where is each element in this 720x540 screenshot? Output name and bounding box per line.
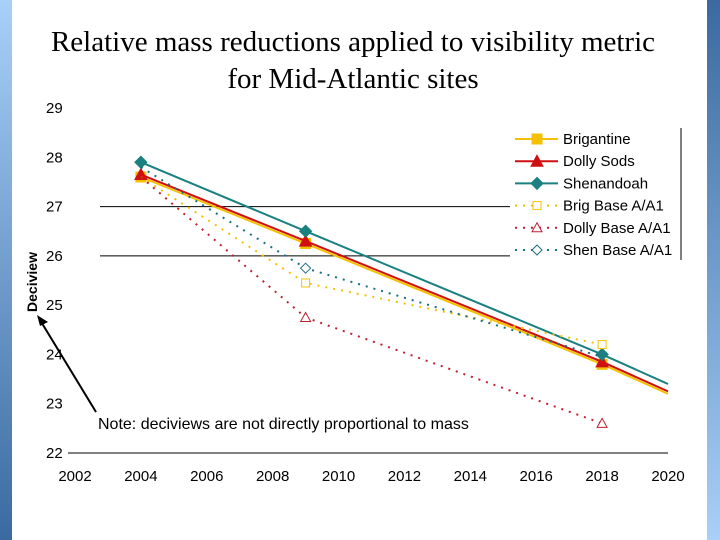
triangle-marker [531,221,543,233]
x-tick-label: 2012 [388,468,421,485]
square-marker [301,278,311,288]
series-line [140,176,603,425]
series-line [140,166,603,358]
y-tick-label: 27 [46,199,63,216]
square-marker [531,133,543,145]
diamond-marker [298,224,313,238]
square-marker [532,201,542,211]
y-tick-label: 25 [46,297,63,314]
triangle-marker [596,417,608,428]
legend: Brigantine Dolly Sods Shenandoah Brig Base … [515,128,682,260]
y-tick-label: 23 [46,396,63,413]
legend-label: Brig Base A/A1 [563,198,664,215]
y-tick-label: 28 [46,149,63,166]
diamond-marker [299,262,312,274]
annotation-arrow [39,319,97,413]
series-line [140,176,603,346]
annotation-note: Note: deciviews are not directly proport… [98,416,469,433]
triangle-marker [298,234,313,247]
diamond-marker [530,176,544,191]
triangle-marker [530,154,544,167]
legend-label: Shen Base A/A1 [563,242,672,259]
series-shen-base-a-a1 [140,166,603,358]
slide-border-left [0,0,12,540]
triangle-marker [299,311,312,322]
triangle-marker [595,354,609,368]
x-tick-label: 2010 [322,468,355,485]
x-tick-label: 2018 [585,468,618,485]
legend-label: Shenandoah [563,175,648,192]
legend-label: Brigantine [563,131,631,148]
series-line [140,173,669,393]
series-line [140,176,669,395]
slide-border-right [707,0,720,540]
square-marker [597,340,607,350]
y-axis-label: Deciview [24,252,40,312]
diamond-marker [134,155,148,169]
series-line [140,161,669,385]
annotation-arrowhead [37,315,48,326]
series-dolly-base-a-a1 [140,176,608,428]
legend-label: Dolly Base A/A1 [563,220,671,237]
diamond-marker [595,347,609,362]
y-tick-label: 26 [46,248,63,265]
slide-title: Relative mass reductions applied to visi… [50,26,656,95]
series-dolly-sods [134,167,669,393]
diamond-marker [531,244,543,256]
series-brig-base-a-a1 [140,176,607,350]
x-tick-label: 2014 [454,468,487,485]
x-tick-label: 2020 [651,468,684,485]
x-tick-label: 2002 [58,468,91,485]
x-tick-label: 2006 [190,468,223,485]
legend-label: Dolly Sods [563,153,635,170]
y-tick-label: 29 [46,100,63,117]
y-tick-label: 22 [46,445,63,462]
x-tick-label: 2004 [124,468,157,485]
x-tick-label: 2016 [520,468,553,485]
x-tick-label: 2008 [256,468,289,485]
triangle-marker [134,167,148,181]
